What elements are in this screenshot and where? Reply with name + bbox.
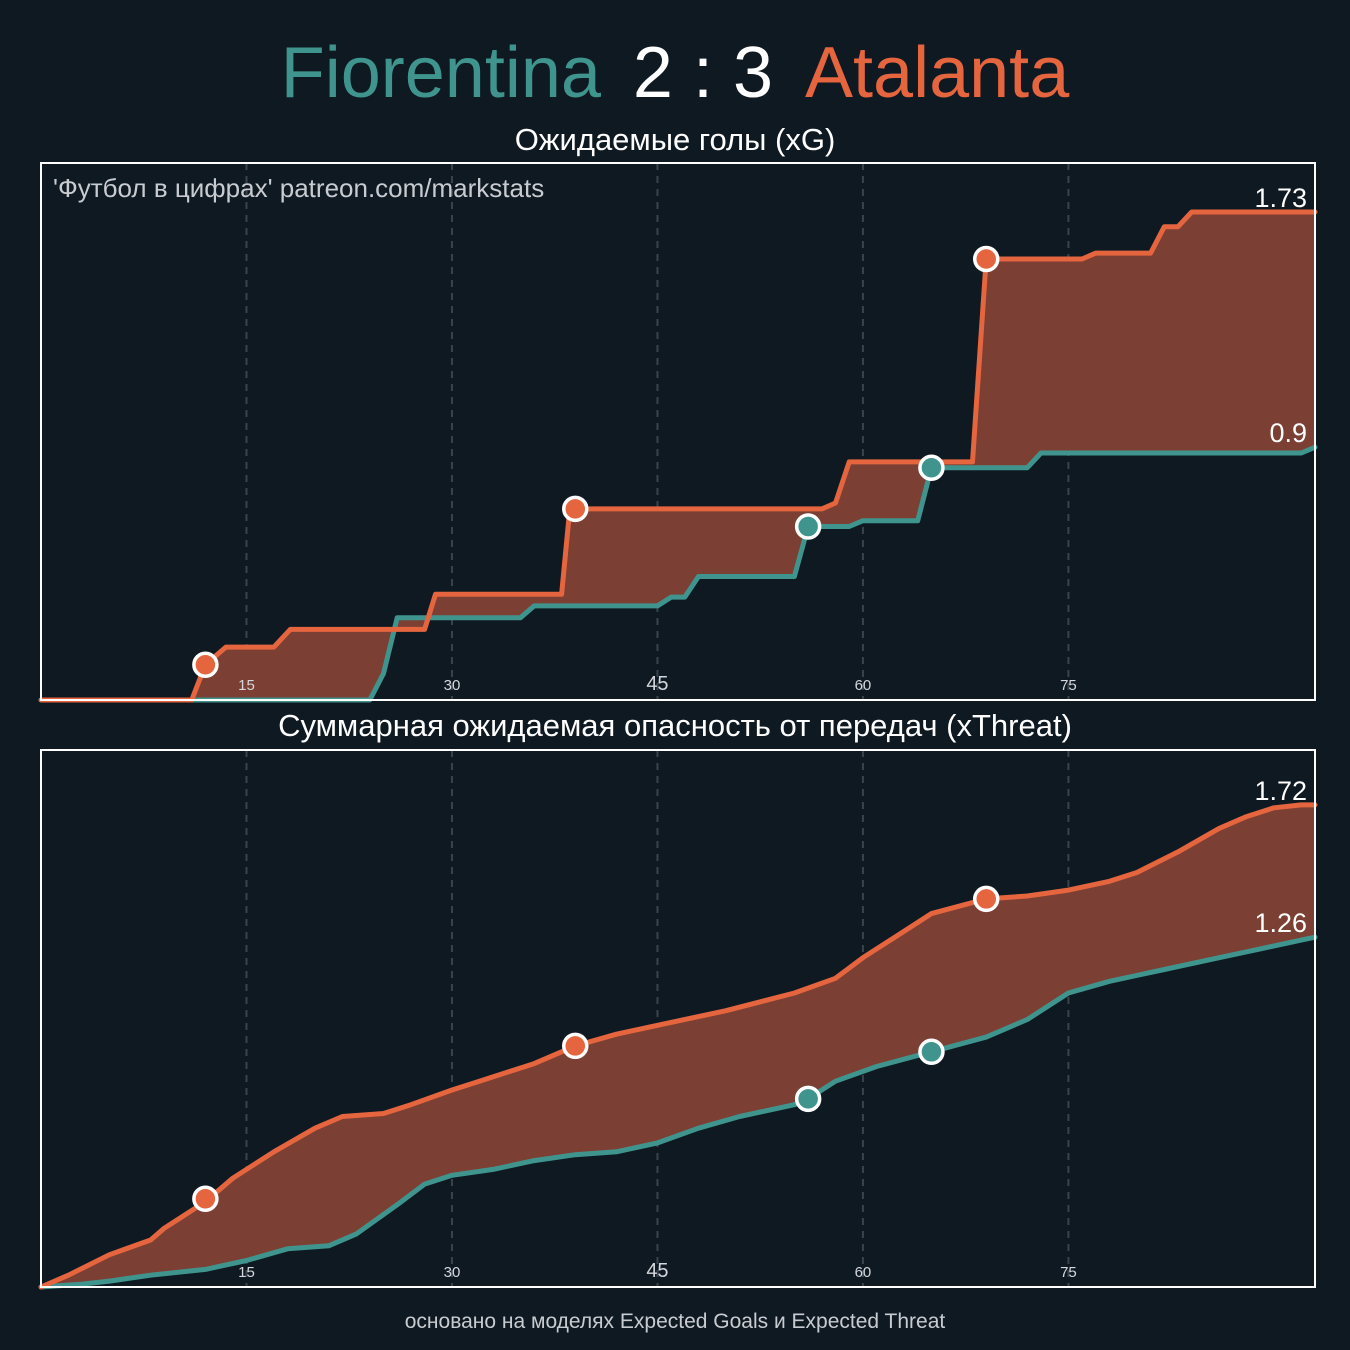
goal-marker	[918, 1038, 945, 1066]
goal-marker	[918, 454, 945, 481]
xg-chart: 15 30 45 60 75 'Футбол в цифрах' patreon.com/…	[38, 162, 1318, 703]
x-tick-label: 15	[238, 677, 255, 694]
area-difference	[41, 212, 1315, 700]
home-series-line	[38, 444, 1318, 703]
away-final-value-label: 1.72	[1254, 776, 1307, 806]
x-tick-label: 45	[646, 673, 668, 695]
match-title: Fiorentina 2 : 3 Atalanta	[0, 28, 1350, 118]
goal-marker	[972, 885, 1000, 913]
area-difference	[41, 804, 1315, 1287]
home-series-line	[38, 934, 1318, 1290]
home-final-value-label: 0.9	[1269, 418, 1307, 448]
x-tick-label: 75	[1060, 1264, 1077, 1281]
x-tick-label: 45	[646, 1260, 668, 1282]
watermark-text: 'Футбол в цифрах' patreon.com/markstats	[53, 173, 544, 203]
plot-frame	[40, 749, 1316, 1288]
match-score: 2 : 3	[632, 33, 774, 113]
xg-chart-title: Ожидаемые голы (xG)	[514, 122, 836, 157]
x-tick-label: 30	[444, 1264, 461, 1281]
x-tick-label: 15	[238, 1264, 255, 1281]
x-tick-label: 30	[444, 677, 461, 694]
footer-note: основано на моделях Expected Goals и Exp…	[404, 1310, 946, 1333]
away-series-line	[38, 209, 1318, 703]
goal-marker	[192, 1185, 219, 1213]
x-tick-label: 60	[855, 1264, 872, 1281]
xthreat-chart-title: Суммарная ожидаемая опасность от передач…	[278, 708, 1072, 743]
goal-marker	[794, 513, 822, 540]
goal-marker	[562, 1032, 589, 1060]
goal-marker	[562, 495, 589, 523]
goal-marker	[972, 245, 1000, 273]
xthreat-chart: 15 30 45 60 75 1.72 1.26	[38, 749, 1318, 1290]
away-team-name: Atalanta	[805, 33, 1070, 113]
x-tick-label: 60	[855, 677, 872, 694]
goal-marker	[192, 651, 219, 678]
home-team-name: Fiorentina	[280, 33, 601, 113]
x-tick-label: 75	[1060, 677, 1077, 694]
away-final-value-label: 1.73	[1254, 183, 1307, 213]
plot-frame	[40, 162, 1316, 701]
goal-marker	[794, 1085, 822, 1113]
home-final-value-label: 1.26	[1254, 908, 1307, 938]
